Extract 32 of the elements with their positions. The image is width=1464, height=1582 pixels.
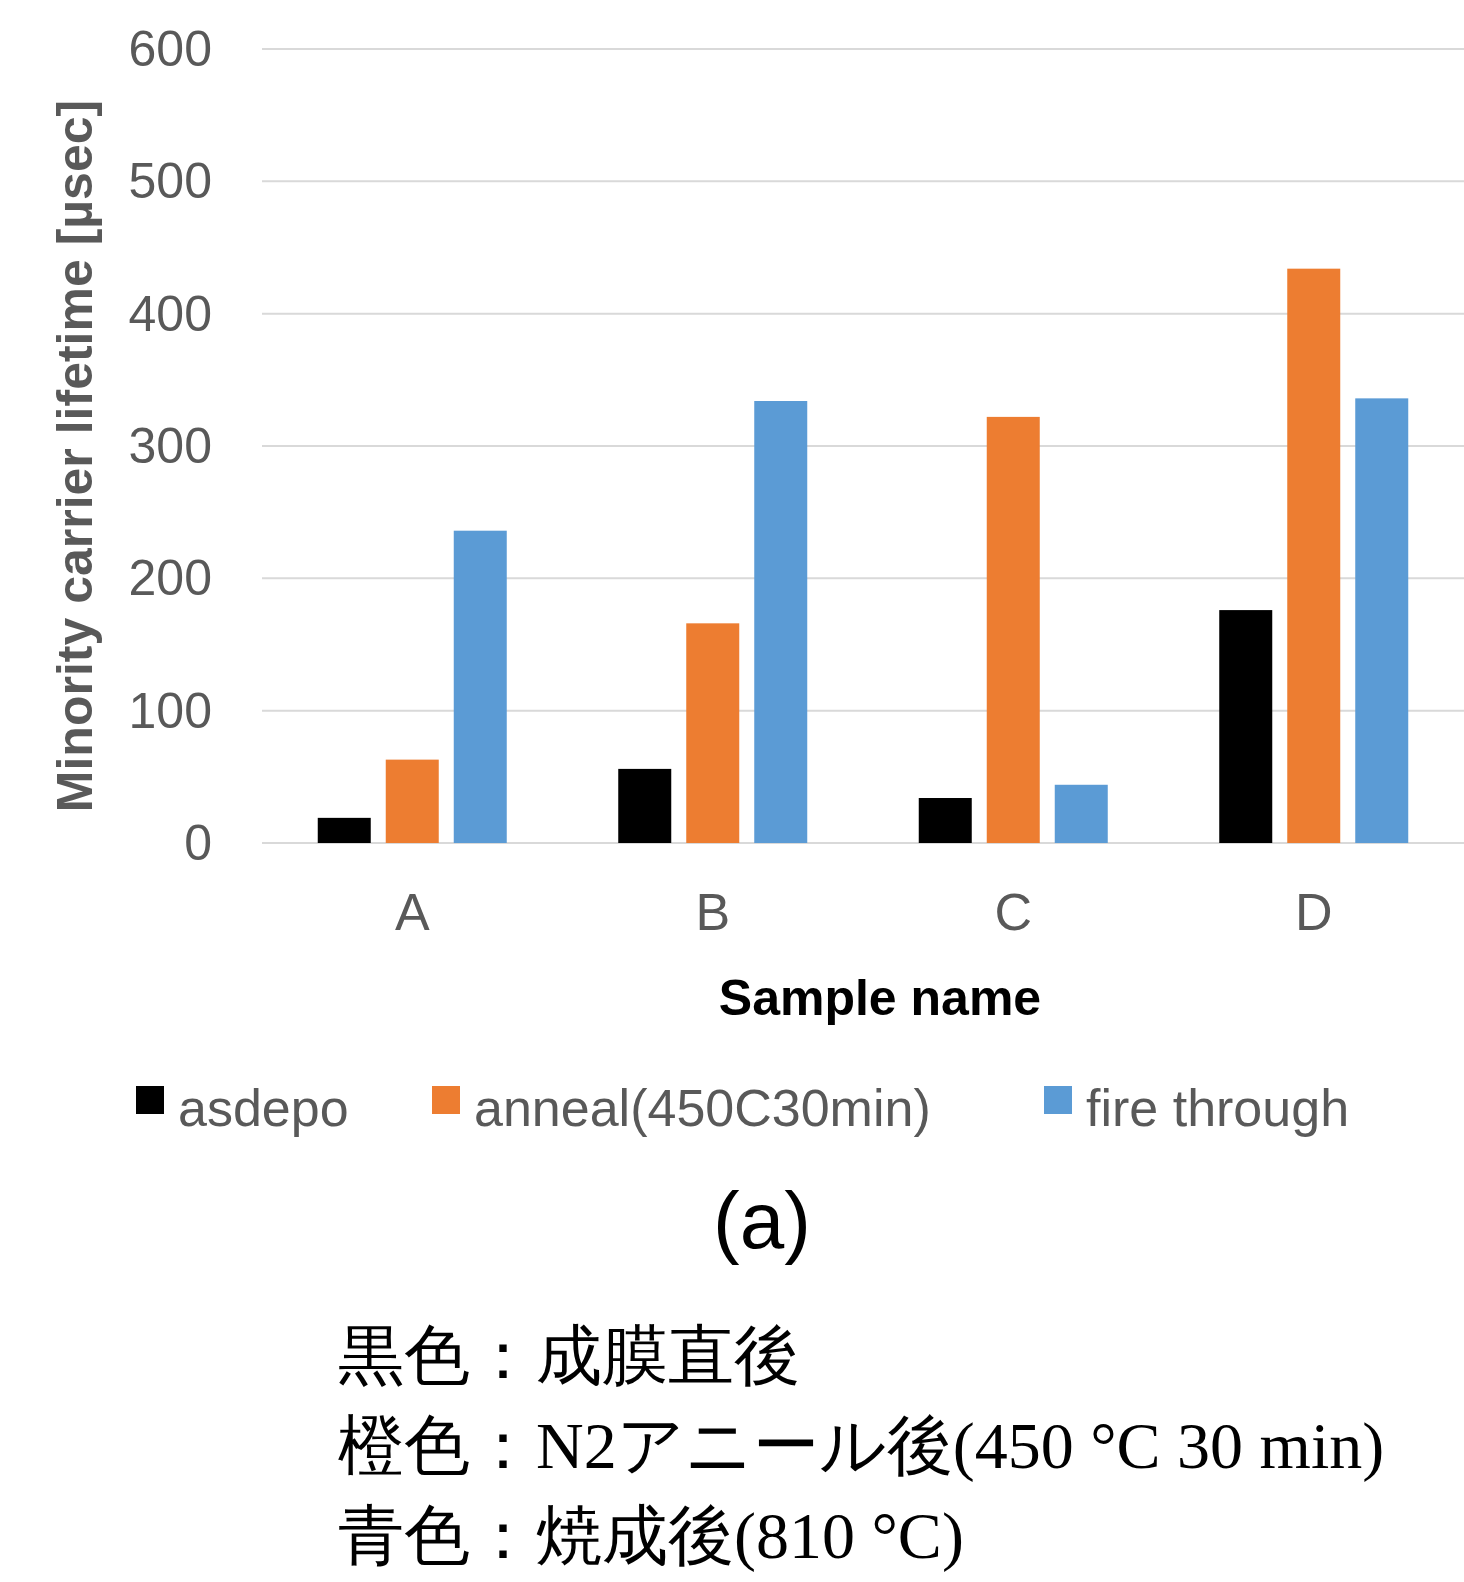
bar [1287, 268, 1341, 843]
text: 青色：焼成後(810 °C) [338, 1499, 964, 1573]
y-tick-label: 400 [128, 285, 212, 342]
bar [385, 759, 439, 843]
x-tick-label: A [394, 883, 430, 941]
x-axis-title: Sample name [718, 970, 1042, 1026]
bar [918, 798, 972, 843]
y-tick-label: 300 [128, 418, 212, 474]
text: 橙色：N2アニール後(450 °C 30 min) [338, 1409, 1385, 1483]
bar [317, 817, 371, 843]
x-tick-label: B [695, 883, 731, 941]
legend-label: asdepo [178, 1079, 349, 1137]
text: (a) [713, 1176, 811, 1265]
y-axis-title: Minority carrier lifetime [µsec] [47, 99, 103, 813]
x-tick-label: C [994, 883, 1033, 941]
y-tick-label: 500 [128, 153, 212, 210]
bar [453, 530, 507, 843]
bar [986, 416, 1040, 843]
bar [1054, 784, 1108, 843]
x-tick-label: D [1294, 883, 1333, 941]
y-tick-label: 0 [184, 815, 212, 871]
bar [1355, 398, 1409, 843]
bar [686, 623, 740, 843]
bar [1219, 610, 1273, 843]
bar [618, 768, 672, 843]
y-tick-label: 100 [128, 682, 212, 739]
text: 黒色：成膜直後 [338, 1319, 800, 1392]
y-tick-label: 200 [128, 550, 212, 607]
bar [754, 401, 808, 843]
y-tick-label: 600 [128, 21, 212, 77]
legend-label: anneal(450C30min) [474, 1079, 931, 1137]
legend-label: fire through [1086, 1079, 1350, 1137]
